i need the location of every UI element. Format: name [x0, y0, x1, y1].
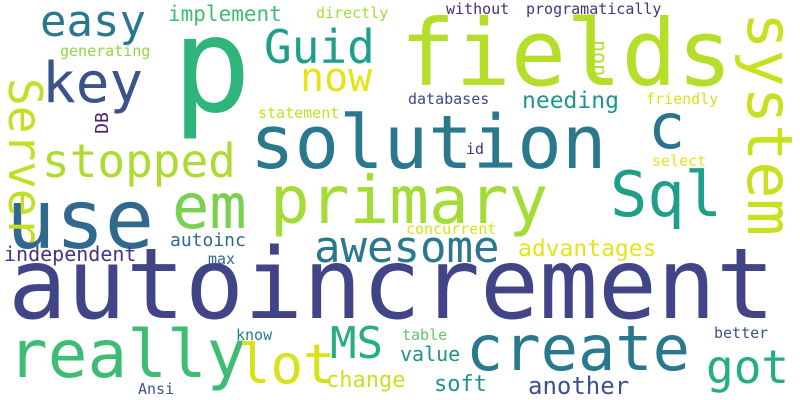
- word-c: c: [648, 90, 686, 163]
- word-non: non: [588, 40, 612, 77]
- word-really: really: [8, 316, 247, 393]
- word-awesome: awesome: [314, 222, 500, 273]
- word-max: max: [208, 250, 236, 268]
- word-easy: easy: [40, 0, 146, 47]
- word-generating: generating: [60, 42, 151, 60]
- word-ms: MS: [330, 318, 383, 369]
- word-create: create: [466, 312, 690, 385]
- word-stopped: stopped: [42, 134, 236, 188]
- word-id: id: [466, 140, 485, 158]
- word-another: another: [528, 372, 630, 400]
- word-server: Server: [0, 78, 52, 245]
- word-friendly: friendly: [646, 90, 719, 108]
- word-guid: Guid: [264, 20, 375, 74]
- word-em: em: [172, 170, 247, 243]
- word-better: better: [714, 324, 769, 342]
- word-p: p: [172, 0, 252, 143]
- word-got: got: [706, 340, 790, 394]
- word-statement: statement: [258, 104, 340, 122]
- word-implement: implement: [168, 2, 282, 26]
- word-advantages: advantages: [518, 236, 657, 262]
- word-table: table: [402, 326, 448, 344]
- word-lot: lot: [238, 333, 336, 396]
- word-programatically: programatically: [526, 0, 662, 18]
- word-now: now: [300, 55, 373, 101]
- word-needing: needing: [522, 88, 619, 114]
- word-soft: soft: [434, 372, 487, 397]
- word-fields: fields: [400, 0, 733, 107]
- word-databases: databases: [408, 90, 490, 108]
- word-value: value: [400, 342, 461, 366]
- word-primary: primary: [270, 162, 549, 239]
- word-solution: solution: [250, 100, 607, 186]
- word-system: system: [733, 12, 800, 236]
- word-ansi: Ansi: [138, 380, 175, 398]
- word-change: change: [326, 368, 406, 393]
- word-without: without: [446, 0, 510, 18]
- word-know: know: [236, 326, 273, 344]
- word-use: use: [6, 173, 155, 268]
- word-concurrent: concurrent: [406, 220, 497, 238]
- word-select: select: [652, 152, 707, 170]
- word-autoincrement: autoincrement: [8, 228, 776, 342]
- word-directly: directly: [316, 4, 389, 22]
- word-independent: independent: [4, 242, 137, 266]
- word-autoinc: autoinc: [170, 230, 246, 251]
- word-sql: Sql: [610, 158, 722, 231]
- word-key: key: [42, 51, 144, 116]
- word-db: DB: [91, 112, 113, 134]
